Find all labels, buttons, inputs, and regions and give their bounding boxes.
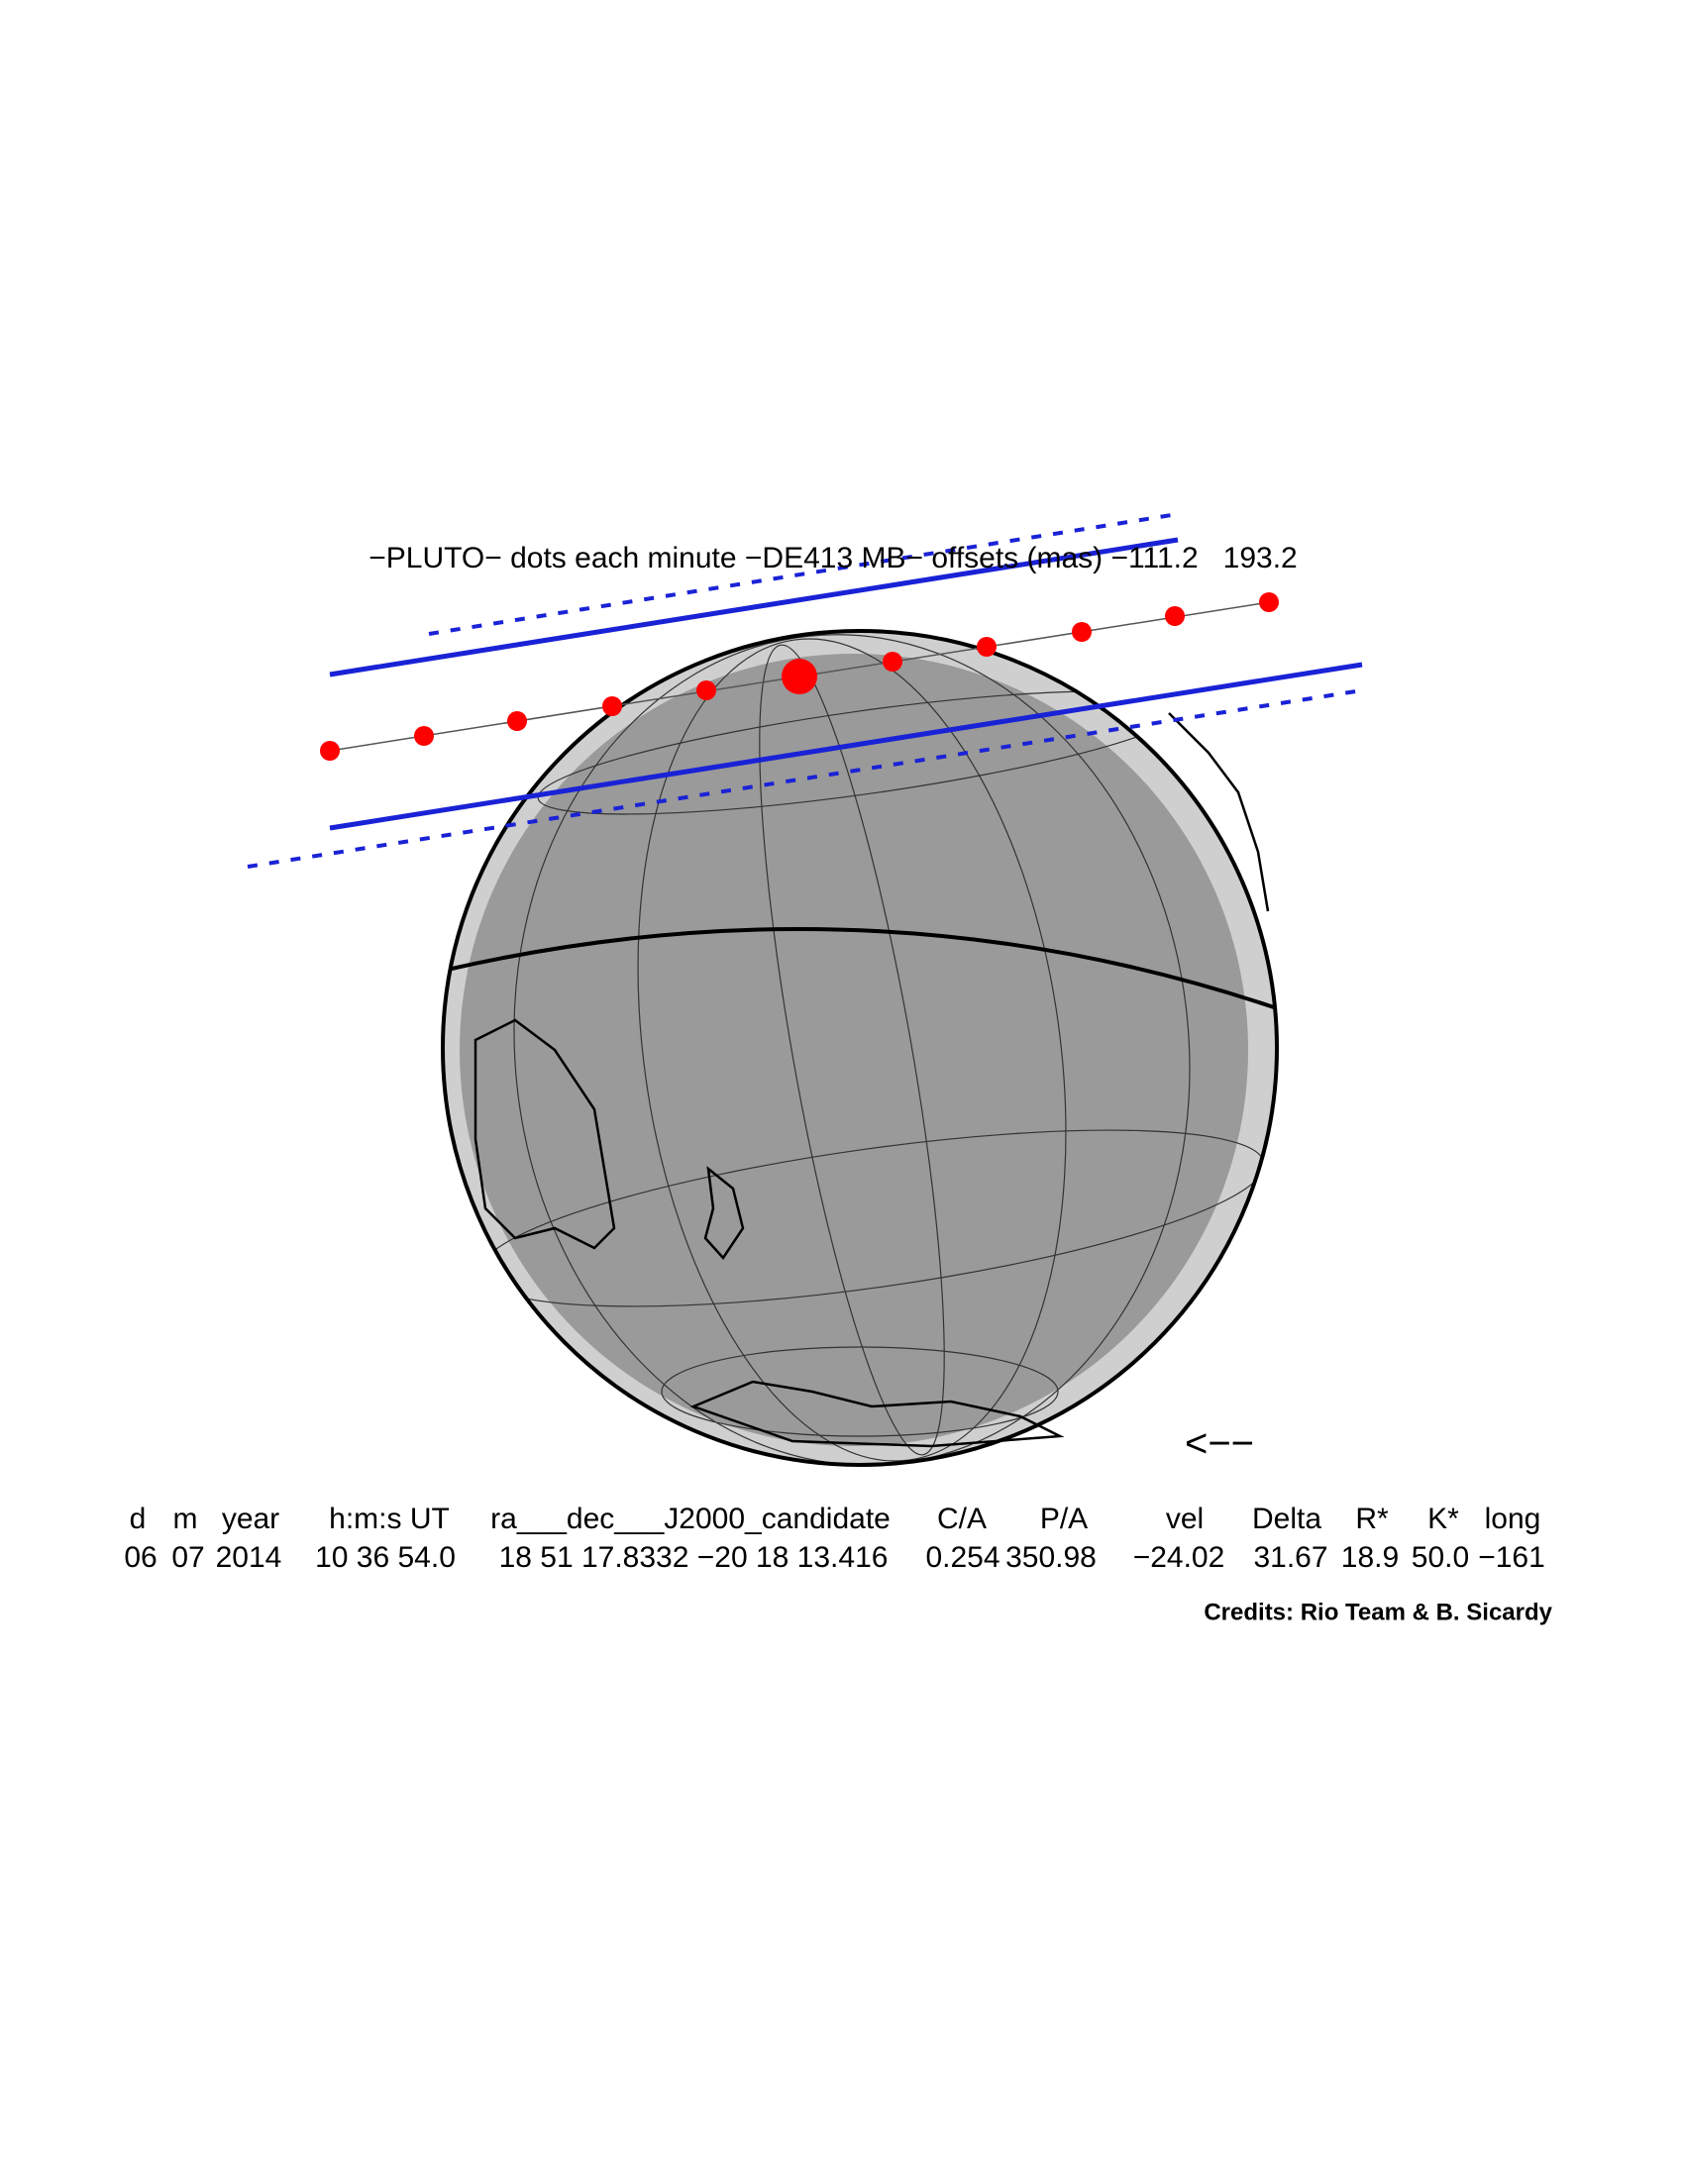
table-header: d: [130, 1503, 147, 1535]
table-value: 350.98: [1005, 1541, 1097, 1574]
table-value: 2014: [216, 1541, 282, 1574]
minute-dot: [977, 637, 997, 657]
night-region: [460, 654, 1248, 1446]
table-header: Delta: [1252, 1503, 1321, 1535]
shadow-limit-dotted: [428, 512, 1179, 636]
closest-approach-dot: [782, 659, 817, 694]
shadow-limit: [329, 537, 1179, 677]
minute-dot: [602, 696, 622, 716]
table-value: 0.254: [925, 1541, 1000, 1574]
table-value: 31.67: [1253, 1541, 1327, 1574]
table-header: year: [222, 1503, 279, 1535]
map-title: −PLUTO− dots each minute −DE413 MB− offs…: [368, 542, 1297, 574]
table-value: 06: [124, 1541, 157, 1574]
credits: Credits: Rio Team & B. Sicardy: [1204, 1599, 1552, 1625]
table-value: 10 36 54.0: [315, 1541, 456, 1574]
globe-rim: [441, 629, 1279, 1467]
table-value: 18 51 17.8332 −20 18 13.416: [499, 1541, 889, 1574]
direction-arrow: <−−: [1185, 1422, 1254, 1466]
table-header: m: [173, 1503, 198, 1535]
minute-dot: [1165, 606, 1185, 626]
table-value: 18.9: [1341, 1541, 1399, 1574]
table-header: long: [1485, 1503, 1541, 1535]
shadow-path: [247, 512, 1363, 869]
shadow-limit: [329, 662, 1363, 831]
table-header: h:m:s UT: [329, 1503, 450, 1535]
coastlines: [474, 712, 1270, 1448]
minute-dot: [1259, 592, 1279, 612]
minute-dot: [320, 741, 340, 761]
table-header: R*: [1355, 1503, 1389, 1535]
table-value: −161: [1478, 1541, 1545, 1574]
table-header: K*: [1427, 1503, 1459, 1535]
table-value: 07: [171, 1541, 204, 1574]
minute-dot: [1072, 622, 1092, 642]
graticule: [443, 634, 1277, 1465]
globe: [441, 629, 1279, 1467]
table-value: 50.0: [1412, 1541, 1469, 1574]
minute-dot: [883, 652, 902, 672]
table-header: ra___dec___J2000_candidate: [490, 1503, 891, 1535]
table-header: vel: [1166, 1503, 1204, 1535]
table-value: −24.02: [1133, 1541, 1225, 1574]
minute-dot: [414, 726, 434, 746]
table-header: C/A: [937, 1503, 987, 1535]
shadow-limit-dotted: [247, 688, 1363, 869]
minute-dots: [320, 592, 1279, 761]
minute-dot: [696, 680, 716, 700]
table-header: P/A: [1040, 1503, 1088, 1535]
minute-dot: [507, 711, 527, 731]
